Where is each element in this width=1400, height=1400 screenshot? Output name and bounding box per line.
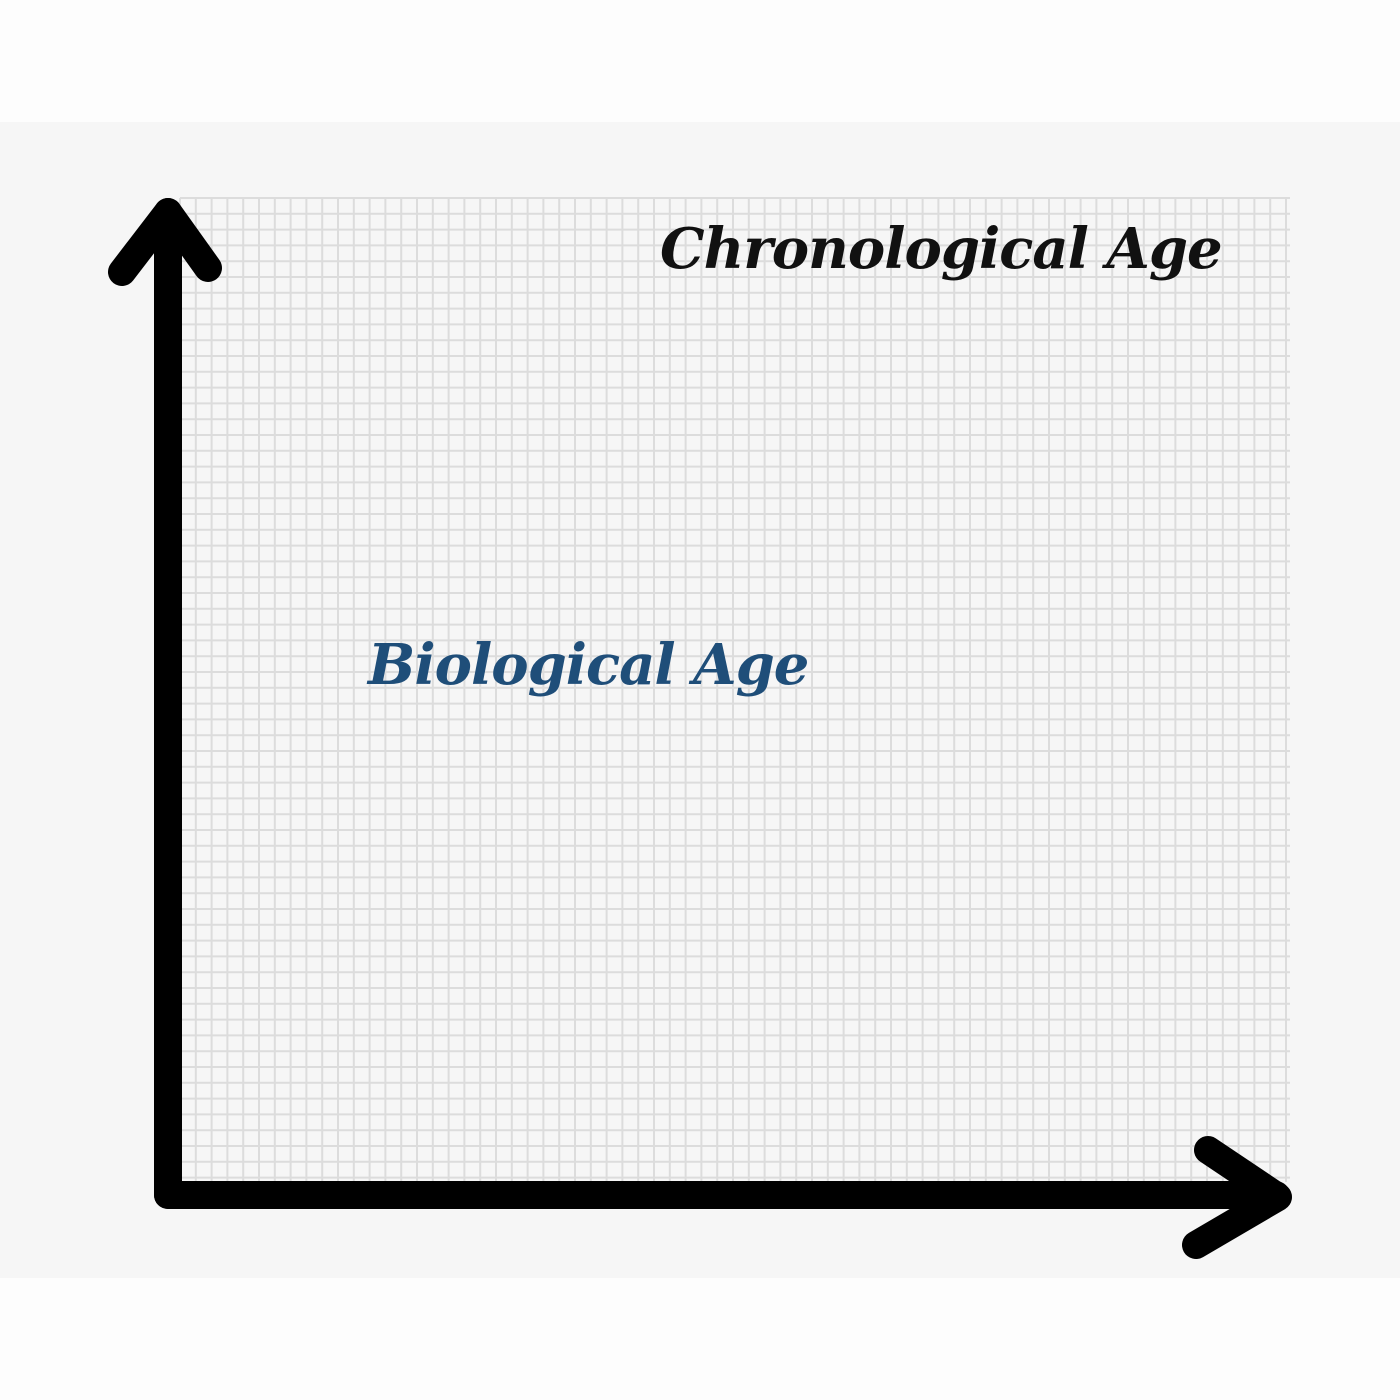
chronological-age-label: Chronological Age (660, 216, 1222, 282)
y-axis (108, 198, 222, 1209)
graph-paper-grid (179, 197, 1290, 1182)
y-axis-arrowhead-icon (108, 198, 222, 286)
biological-age-label: Biological Age (366, 632, 808, 698)
x-axis (154, 1136, 1292, 1259)
x-axis-arrowhead-icon (1182, 1136, 1292, 1259)
diagram-background (0, 122, 1400, 1278)
